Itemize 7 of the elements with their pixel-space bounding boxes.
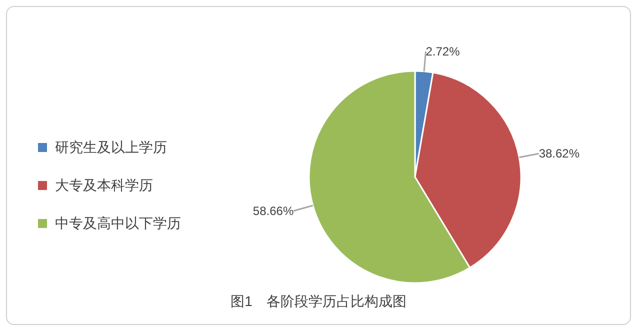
data-label: 2.72% <box>426 44 460 58</box>
data-label: 58.66% <box>252 204 294 218</box>
legend-label: 研究生及以上学历 <box>55 138 167 157</box>
data-label: 38.62% <box>538 146 580 161</box>
legend-label: 中专及高中以下学历 <box>55 214 181 233</box>
text: 图1 各阶段学历占比构成图 <box>230 293 408 311</box>
legend-label: 大专及本科学历 <box>55 176 153 195</box>
